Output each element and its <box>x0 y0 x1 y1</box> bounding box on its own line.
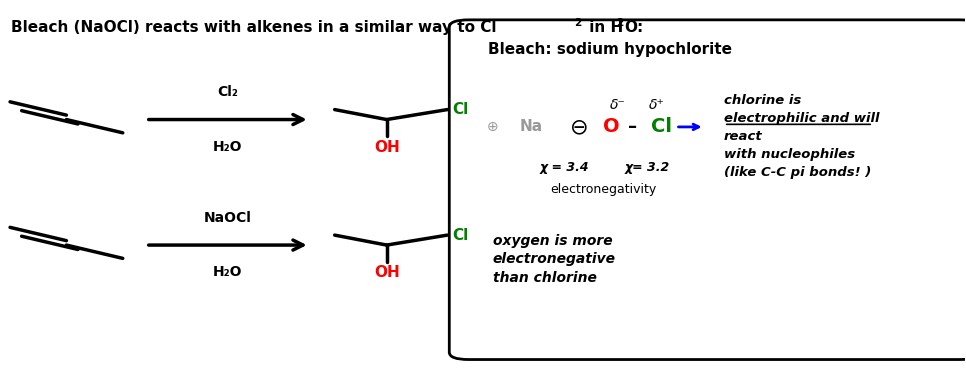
Text: OH: OH <box>374 140 400 155</box>
Text: 2: 2 <box>575 18 582 28</box>
Text: Bleach (NaOCl) reacts with alkenes in a similar way to Cl: Bleach (NaOCl) reacts with alkenes in a … <box>11 20 497 35</box>
Text: H₂O: H₂O <box>213 265 242 279</box>
Text: oxygen is more
electronegative
than chlorine: oxygen is more electronegative than chlo… <box>493 234 615 285</box>
Text: –: – <box>628 118 637 136</box>
Text: O:: O: <box>625 20 644 35</box>
Text: χ= 3.2: χ= 3.2 <box>624 161 669 174</box>
Text: δ⁺: δ⁺ <box>648 98 665 112</box>
Text: Cl: Cl <box>651 118 671 137</box>
Text: NaOCl: NaOCl <box>204 211 252 225</box>
Text: O: O <box>603 118 619 137</box>
Text: in H: in H <box>584 20 623 35</box>
Text: ⊕: ⊕ <box>487 120 498 134</box>
Text: chlorine is
electrophilic and will
react
with nucleophiles
(like C-C pi bonds! ): chlorine is electrophilic and will react… <box>724 94 879 179</box>
Text: H₂O: H₂O <box>213 140 242 154</box>
Text: electronegativity: electronegativity <box>551 183 657 196</box>
Text: χ = 3.4: χ = 3.4 <box>540 161 589 174</box>
Text: 2: 2 <box>616 18 623 28</box>
Text: δ⁻: δ⁻ <box>610 98 626 112</box>
FancyBboxPatch shape <box>449 20 966 359</box>
Text: Cl: Cl <box>452 102 469 117</box>
Text: Bleach: sodium hypochlorite: Bleach: sodium hypochlorite <box>488 42 732 57</box>
Text: Na: Na <box>520 119 543 134</box>
Text: OH: OH <box>374 265 400 280</box>
Text: Cl₂: Cl₂ <box>217 85 239 99</box>
Text: Cl: Cl <box>452 228 469 243</box>
Text: ⊖: ⊖ <box>570 117 588 137</box>
